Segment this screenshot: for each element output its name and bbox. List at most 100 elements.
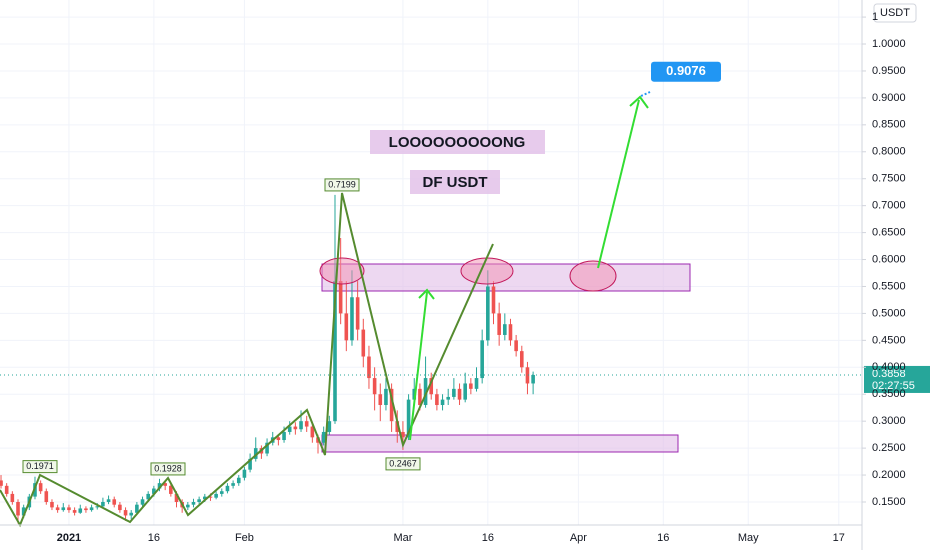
annotation-text: DF USDT xyxy=(423,174,488,191)
candle-body xyxy=(55,507,60,511)
y-tick-label: 0.9000 xyxy=(872,92,906,104)
candle-body xyxy=(429,378,434,395)
candle-body xyxy=(531,374,535,384)
candle-body xyxy=(276,437,281,441)
candle-body xyxy=(406,399,411,438)
target-line xyxy=(640,91,651,97)
ellipse xyxy=(569,260,617,292)
current-price: 0.3858 xyxy=(872,368,906,380)
arrows xyxy=(409,95,649,441)
candle-body xyxy=(253,448,258,459)
candle-body xyxy=(338,281,343,314)
candle-body xyxy=(197,499,201,502)
candle-body xyxy=(310,426,315,438)
zigzag xyxy=(0,192,494,528)
ellipse xyxy=(319,257,365,285)
candle-body xyxy=(333,281,337,422)
y-tick-label: 0.8000 xyxy=(872,146,906,158)
price-label: 0.1928 xyxy=(154,463,182,473)
candle-body xyxy=(129,512,134,516)
candle-body xyxy=(514,340,518,352)
y-tick-label: 0.4000 xyxy=(872,361,906,373)
candle-body xyxy=(214,493,218,498)
candle-body xyxy=(61,507,66,511)
candle-body xyxy=(152,488,156,494)
y-tick-label: 0.3500 xyxy=(872,388,906,400)
price-label: 0.2467 xyxy=(389,458,417,468)
candle-body xyxy=(95,506,100,508)
x-tick-label: 16 xyxy=(657,532,669,544)
candle-body xyxy=(101,501,105,507)
candle-body xyxy=(463,383,467,400)
candle-body xyxy=(106,499,111,502)
candle-body xyxy=(304,421,309,427)
price-label-box xyxy=(150,462,186,476)
candle-body xyxy=(157,483,162,489)
grid xyxy=(0,0,862,525)
candle-body xyxy=(378,394,383,406)
x-tick-label: Apr xyxy=(570,532,587,544)
candle-body xyxy=(112,499,117,505)
candle-body xyxy=(282,431,286,441)
candle-body xyxy=(4,485,9,494)
candle-body xyxy=(186,504,190,508)
candle-body xyxy=(299,421,303,430)
candle-body xyxy=(435,394,439,406)
y-tick-label: 0.7000 xyxy=(872,200,906,212)
x-tick-label: 16 xyxy=(482,532,494,544)
candle-body xyxy=(44,491,49,502)
candle-body xyxy=(423,378,428,406)
candle-body xyxy=(367,356,371,379)
candle-body xyxy=(163,483,167,486)
y-tick-label: 0.8500 xyxy=(872,119,906,131)
candle-body xyxy=(327,421,332,432)
candle-body xyxy=(503,324,507,335)
candle-body xyxy=(480,340,484,379)
y-tick-label: 1.0000 xyxy=(872,38,906,50)
candle-body xyxy=(293,426,298,430)
candle-body xyxy=(384,388,388,406)
candle-body xyxy=(0,480,3,486)
y-tick-label: 0.5500 xyxy=(872,280,906,292)
candle-body xyxy=(446,396,451,400)
candle-body xyxy=(497,313,501,335)
annotation-text: LOOOOOOOOONG xyxy=(389,134,526,151)
candle-body xyxy=(486,286,490,341)
candle-body xyxy=(372,378,377,395)
y-tick-label: 0.3000 xyxy=(872,415,906,427)
candle-body xyxy=(118,504,122,511)
x-tick-label: 16 xyxy=(148,532,160,544)
candle-body xyxy=(16,501,20,516)
candle-body xyxy=(248,458,252,470)
y-tick-label: 0.4500 xyxy=(872,334,906,346)
y-tick-label: 0.2000 xyxy=(872,469,906,481)
candle-body xyxy=(236,477,241,484)
candle-body xyxy=(123,510,128,516)
candle-body xyxy=(265,442,269,454)
candle-body xyxy=(203,496,207,500)
candle-body xyxy=(361,329,366,357)
target-box xyxy=(651,61,721,82)
x-tick-label: 17 xyxy=(833,532,845,544)
x-tick-label: Mar xyxy=(393,532,412,544)
candle-body xyxy=(440,399,445,406)
candle-body xyxy=(344,313,349,341)
candle-body xyxy=(208,496,213,498)
candle-body xyxy=(191,501,196,505)
candle-body xyxy=(78,508,83,513)
price-badge xyxy=(864,365,930,393)
currency[interactable]: USDT xyxy=(880,7,910,19)
candle-body xyxy=(525,367,530,384)
candle-body xyxy=(242,469,247,478)
candles xyxy=(0,194,535,524)
candle-body xyxy=(508,324,513,341)
currency-box[interactable] xyxy=(873,3,917,23)
countdown: 02:27:55 xyxy=(872,380,915,392)
price-label: 0.1971 xyxy=(26,461,54,471)
candle-body xyxy=(169,485,173,494)
y-tick-label: 0.6000 xyxy=(872,253,906,265)
text-box xyxy=(410,170,500,194)
candle-body xyxy=(457,388,462,400)
candle-body xyxy=(84,508,88,511)
y-tick-label: 0.1500 xyxy=(872,496,906,508)
